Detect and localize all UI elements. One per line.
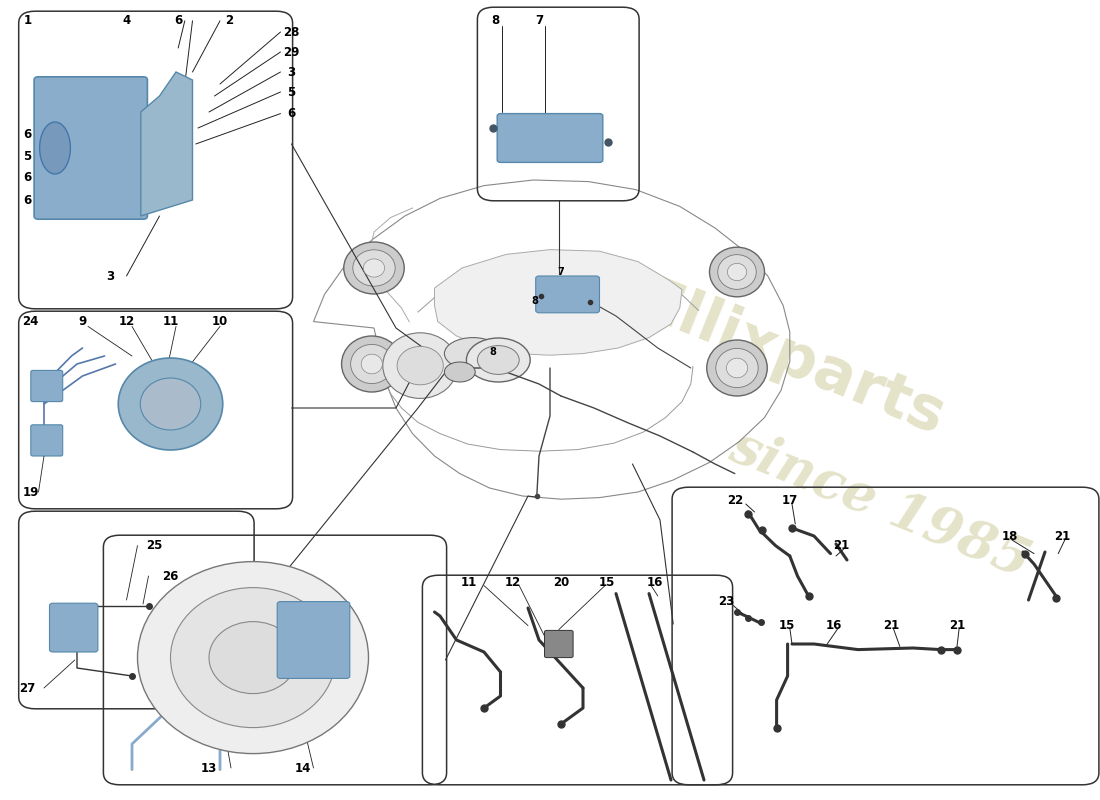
Ellipse shape: [397, 346, 443, 385]
Text: 4: 4: [122, 14, 131, 27]
Text: 21: 21: [834, 539, 849, 552]
Text: 13: 13: [201, 762, 217, 774]
Ellipse shape: [361, 354, 383, 374]
Text: 5: 5: [287, 86, 296, 98]
FancyBboxPatch shape: [50, 603, 98, 652]
Text: since 1985: since 1985: [723, 421, 1037, 587]
Ellipse shape: [717, 254, 757, 290]
Ellipse shape: [383, 333, 458, 398]
Text: 2: 2: [224, 14, 233, 27]
Ellipse shape: [706, 340, 768, 396]
Text: 6: 6: [174, 14, 183, 27]
Ellipse shape: [40, 122, 70, 174]
Ellipse shape: [444, 338, 502, 370]
Text: 6: 6: [23, 171, 32, 184]
Text: 10: 10: [212, 315, 228, 328]
Text: 23: 23: [718, 595, 734, 608]
Text: 9: 9: [78, 315, 87, 328]
Polygon shape: [141, 72, 192, 216]
Text: 29: 29: [284, 46, 299, 58]
Text: 5: 5: [23, 150, 32, 162]
Text: 7: 7: [558, 267, 564, 277]
Text: 28: 28: [284, 26, 299, 38]
Text: 7: 7: [535, 14, 543, 27]
Text: 22: 22: [727, 494, 742, 506]
Text: 26: 26: [163, 570, 178, 582]
Ellipse shape: [343, 242, 405, 294]
Text: 24: 24: [23, 315, 38, 328]
Text: 14: 14: [295, 762, 310, 774]
Text: 8: 8: [491, 14, 499, 27]
Ellipse shape: [363, 259, 385, 277]
Text: 16: 16: [826, 619, 842, 632]
Ellipse shape: [710, 247, 764, 297]
FancyBboxPatch shape: [31, 370, 63, 402]
Text: 6: 6: [23, 128, 32, 141]
Ellipse shape: [170, 587, 336, 728]
Text: 25: 25: [146, 539, 162, 552]
Ellipse shape: [726, 358, 748, 378]
FancyBboxPatch shape: [34, 77, 147, 219]
Text: Ellixparts: Ellixparts: [630, 272, 954, 448]
FancyBboxPatch shape: [497, 114, 603, 162]
Text: 21: 21: [883, 619, 899, 632]
Text: 12: 12: [119, 315, 134, 328]
Text: 21: 21: [1055, 530, 1070, 542]
Ellipse shape: [444, 362, 475, 382]
Text: 19: 19: [23, 486, 38, 498]
Ellipse shape: [351, 344, 393, 383]
Ellipse shape: [138, 562, 368, 754]
Ellipse shape: [341, 336, 403, 392]
Text: 8: 8: [531, 296, 538, 306]
Text: 6: 6: [287, 107, 296, 120]
Text: 17: 17: [782, 494, 797, 506]
Text: 3: 3: [287, 66, 296, 78]
Text: 11: 11: [461, 576, 476, 589]
Text: 27: 27: [20, 682, 35, 694]
Ellipse shape: [716, 349, 758, 388]
Text: 16: 16: [647, 576, 662, 589]
FancyBboxPatch shape: [31, 425, 63, 456]
Text: 1: 1: [23, 14, 32, 27]
FancyBboxPatch shape: [544, 630, 573, 658]
Text: 15: 15: [779, 619, 794, 632]
Text: 20: 20: [553, 576, 569, 589]
FancyBboxPatch shape: [536, 276, 600, 313]
Text: 8: 8: [490, 347, 496, 357]
Text: 12: 12: [505, 576, 520, 589]
Text: 3: 3: [106, 270, 114, 282]
Ellipse shape: [477, 346, 519, 374]
FancyBboxPatch shape: [277, 602, 350, 678]
Ellipse shape: [141, 378, 200, 430]
Text: 6: 6: [23, 194, 32, 206]
Text: 18: 18: [1002, 530, 1018, 542]
Ellipse shape: [466, 338, 530, 382]
Ellipse shape: [119, 358, 222, 450]
Ellipse shape: [727, 263, 747, 281]
Text: 21: 21: [949, 619, 965, 632]
Text: 15: 15: [600, 576, 615, 589]
Polygon shape: [434, 250, 682, 355]
Ellipse shape: [209, 622, 297, 694]
Ellipse shape: [353, 250, 395, 286]
Text: 11: 11: [163, 315, 178, 328]
